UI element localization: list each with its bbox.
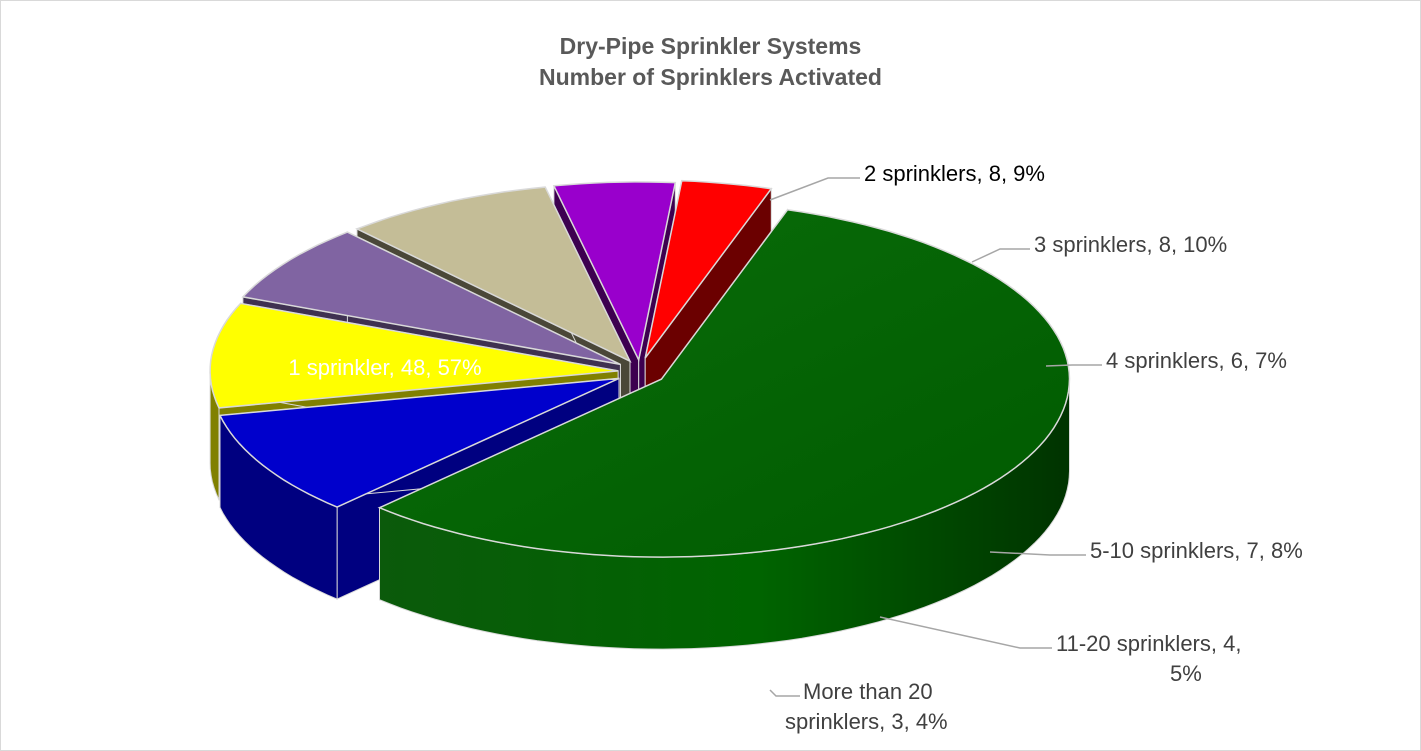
data-label-5: 5-10 sprinklers, 7, 8% (1090, 538, 1303, 563)
data-label-2: 2 sprinklers, 8, 9% (864, 161, 1045, 186)
pie-slice-2 (218, 377, 620, 508)
leader-line-6 (879, 616, 1052, 649)
leader-line-7 (769, 689, 800, 697)
leader-line-3 (971, 248, 1030, 263)
data-label-4: 4 sprinklers, 6, 7% (1106, 348, 1287, 373)
leader-line-2 (769, 177, 860, 201)
data-label-7: More than 20 sprinklers, 3, 4% (785, 679, 948, 734)
pie-slice-4 (241, 231, 621, 366)
data-label-6: 11-20 sprinklers, 4, 5% (1056, 631, 1241, 686)
leader-line-5 (989, 551, 1086, 556)
pie-tops (209, 179, 1071, 558)
leader-line-4 (1045, 364, 1102, 367)
data-labels: 1 sprinkler, 48, 57% 2 sprinklers, 8, 9% 3… (288, 161, 1302, 734)
pie-slice-1 (377, 208, 1071, 558)
pie-slice-6 (552, 181, 677, 363)
data-label-1: 1 sprinkler, 48, 57% (288, 355, 481, 380)
pie-slice-3 (209, 302, 619, 409)
leader-lines (769, 177, 1102, 697)
chart-title-line-1: Dry-Pipe Sprinkler Systems (559, 33, 862, 59)
pie-slice-5 (355, 186, 632, 363)
pie-slice-7 (644, 179, 773, 359)
chart-title: Dry-Pipe Sprinkler Systems Number of Spr… (0, 31, 1421, 93)
chart-title-line-2: Number of Sprinklers Activated (539, 64, 882, 90)
data-label-3: 3 sprinklers, 8, 10% (1034, 232, 1227, 257)
